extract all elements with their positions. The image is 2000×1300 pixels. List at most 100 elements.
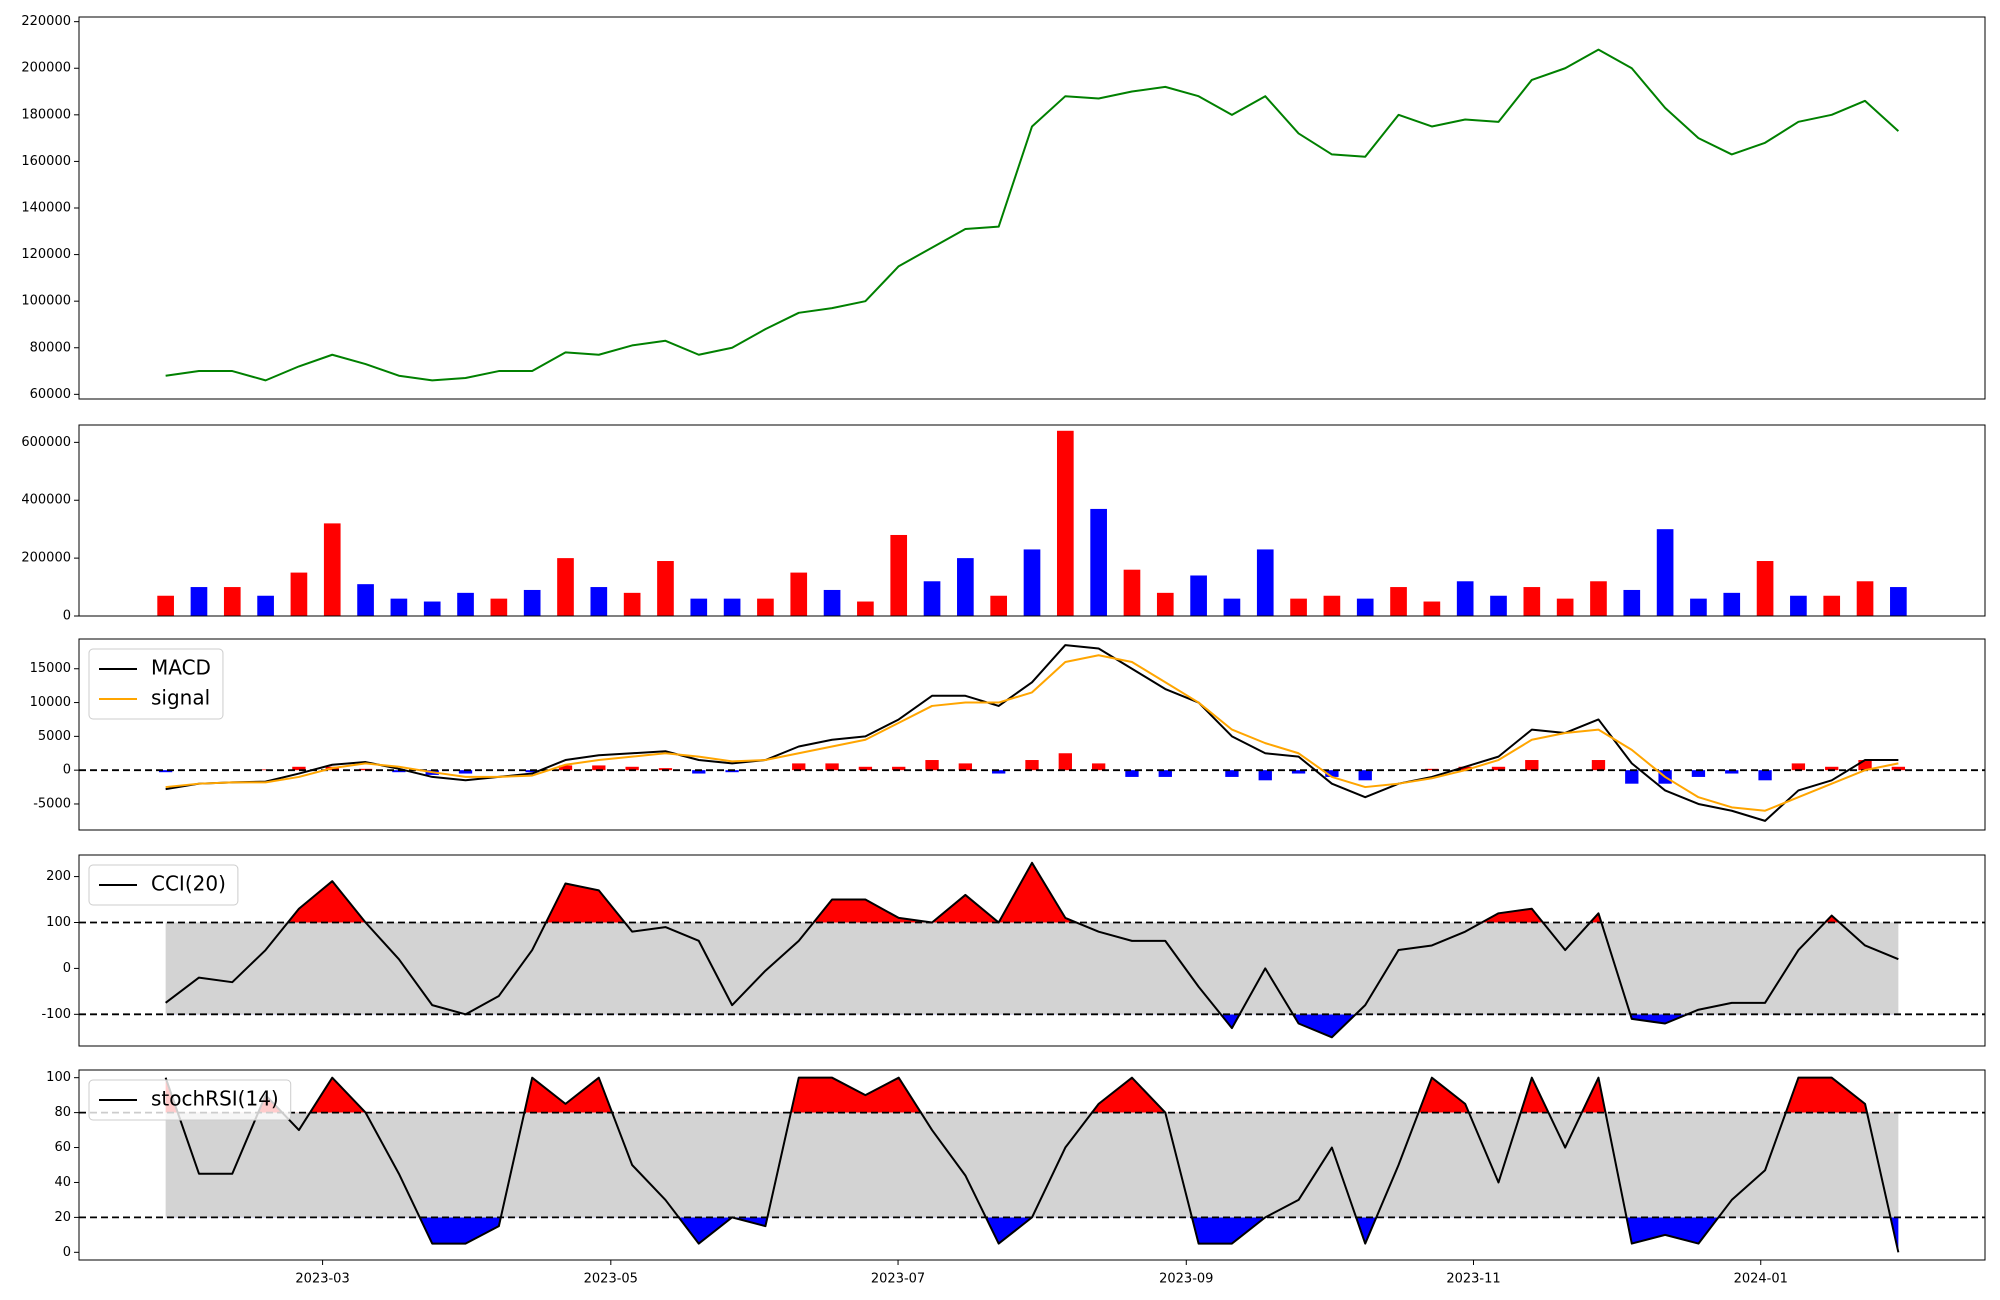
y-tick-label: 100 <box>46 915 71 930</box>
histogram-bar <box>1158 770 1172 777</box>
bar <box>423 601 441 616</box>
axes-frame <box>78 16 1986 400</box>
axes-frame <box>78 1069 1986 1261</box>
band <box>165 922 1899 1015</box>
bar <box>690 598 708 616</box>
bar <box>1623 589 1641 616</box>
plot-area <box>79 1076 1985 1253</box>
bar <box>1323 595 1341 616</box>
bar <box>1790 595 1807 616</box>
y-tick-label: -100 <box>41 1007 71 1022</box>
y-tick-label: 100000 <box>21 294 71 309</box>
bar <box>257 595 274 616</box>
bar <box>823 589 841 616</box>
bar <box>1856 581 1874 616</box>
bar <box>1523 587 1541 616</box>
y-tick-label: 600000 <box>21 435 71 450</box>
x-tick-label: 2023-05 <box>584 1272 638 1287</box>
axes-frame <box>78 638 1986 831</box>
histogram-bar <box>1458 766 1472 771</box>
histogram-bar <box>458 770 473 774</box>
y-tick-label: 10000 <box>30 695 71 710</box>
series-line <box>164 1076 1900 1253</box>
y-tick-label: 60000 <box>30 387 71 402</box>
bar <box>1656 529 1674 616</box>
histogram-bar <box>892 766 906 771</box>
bar <box>1256 549 1274 616</box>
bar <box>523 589 541 616</box>
histogram-bar <box>792 763 806 771</box>
histogram-bar <box>1425 768 1439 771</box>
band <box>165 1112 1899 1218</box>
bar <box>290 572 308 616</box>
bar <box>1056 430 1074 616</box>
histogram-bar <box>1725 770 1739 774</box>
series-line <box>165 644 1899 822</box>
y-tick-label: 80000 <box>30 340 71 355</box>
y-tick-label: 200 <box>46 869 71 884</box>
histogram-bar <box>1291 770 1306 774</box>
bar <box>1556 598 1574 616</box>
x-tick-label: 2023-03 <box>295 1272 349 1287</box>
axes-frame <box>78 424 1986 617</box>
y-tick-label: 200000 <box>21 61 71 76</box>
legend-label: CCI(20) <box>151 872 226 896</box>
bar <box>623 592 641 616</box>
bar <box>1190 575 1207 616</box>
series-line <box>165 654 1899 812</box>
y-tick-label: -5000 <box>33 796 71 811</box>
y-tick-label: 20 <box>54 1210 71 1225</box>
histogram-bar <box>258 769 273 771</box>
histogram-bar <box>625 766 639 771</box>
histogram-bar <box>1358 770 1372 781</box>
bar <box>890 534 908 616</box>
y-tick-label: 60 <box>54 1140 71 1155</box>
bar <box>1456 581 1474 616</box>
histogram-bar <box>1325 770 1339 777</box>
y-tick-label: 0 <box>63 961 71 976</box>
bar <box>857 601 874 616</box>
bar <box>1423 601 1441 616</box>
histogram-bar <box>592 765 606 771</box>
histogram-bar <box>1525 760 1539 771</box>
y-tick-label: 220000 <box>21 14 71 29</box>
histogram-bar <box>558 765 573 771</box>
bar <box>223 587 241 616</box>
bar <box>1223 598 1241 616</box>
histogram-bar <box>1091 763 1106 771</box>
x-tick-label: 2023-09 <box>1159 1272 1213 1287</box>
histogram-bar <box>1225 770 1239 777</box>
histogram-bar <box>525 770 539 773</box>
bar <box>457 592 474 616</box>
histogram-bar <box>692 770 706 774</box>
histogram-bar <box>825 763 839 771</box>
bar <box>190 587 208 616</box>
bar <box>790 572 808 616</box>
bar <box>1823 595 1841 616</box>
y-tick-label: 120000 <box>21 247 71 262</box>
histogram-bar <box>725 770 739 773</box>
histogram-bar <box>958 763 973 771</box>
bar <box>323 523 341 616</box>
histogram-bar <box>1691 770 1706 777</box>
bar <box>723 598 741 616</box>
bar <box>357 584 374 616</box>
histogram-bar <box>1758 770 1772 781</box>
histogram-bar <box>158 770 173 773</box>
legend <box>88 648 224 720</box>
y-tick-label: 0 <box>63 609 71 624</box>
bar <box>1356 598 1374 616</box>
axes-frame <box>78 854 1986 1047</box>
y-tick-label: 40 <box>54 1175 71 1190</box>
histogram-bar <box>1591 760 1606 771</box>
bar <box>1156 592 1174 616</box>
histogram-bar <box>292 766 306 771</box>
bar <box>1690 598 1707 616</box>
plot-area <box>79 861 1985 1039</box>
bar <box>657 561 674 616</box>
y-tick-label: 80 <box>54 1105 71 1120</box>
bar <box>1590 581 1607 616</box>
bar <box>1756 561 1774 616</box>
bar <box>1090 508 1107 616</box>
histogram-bar <box>1858 760 1872 771</box>
